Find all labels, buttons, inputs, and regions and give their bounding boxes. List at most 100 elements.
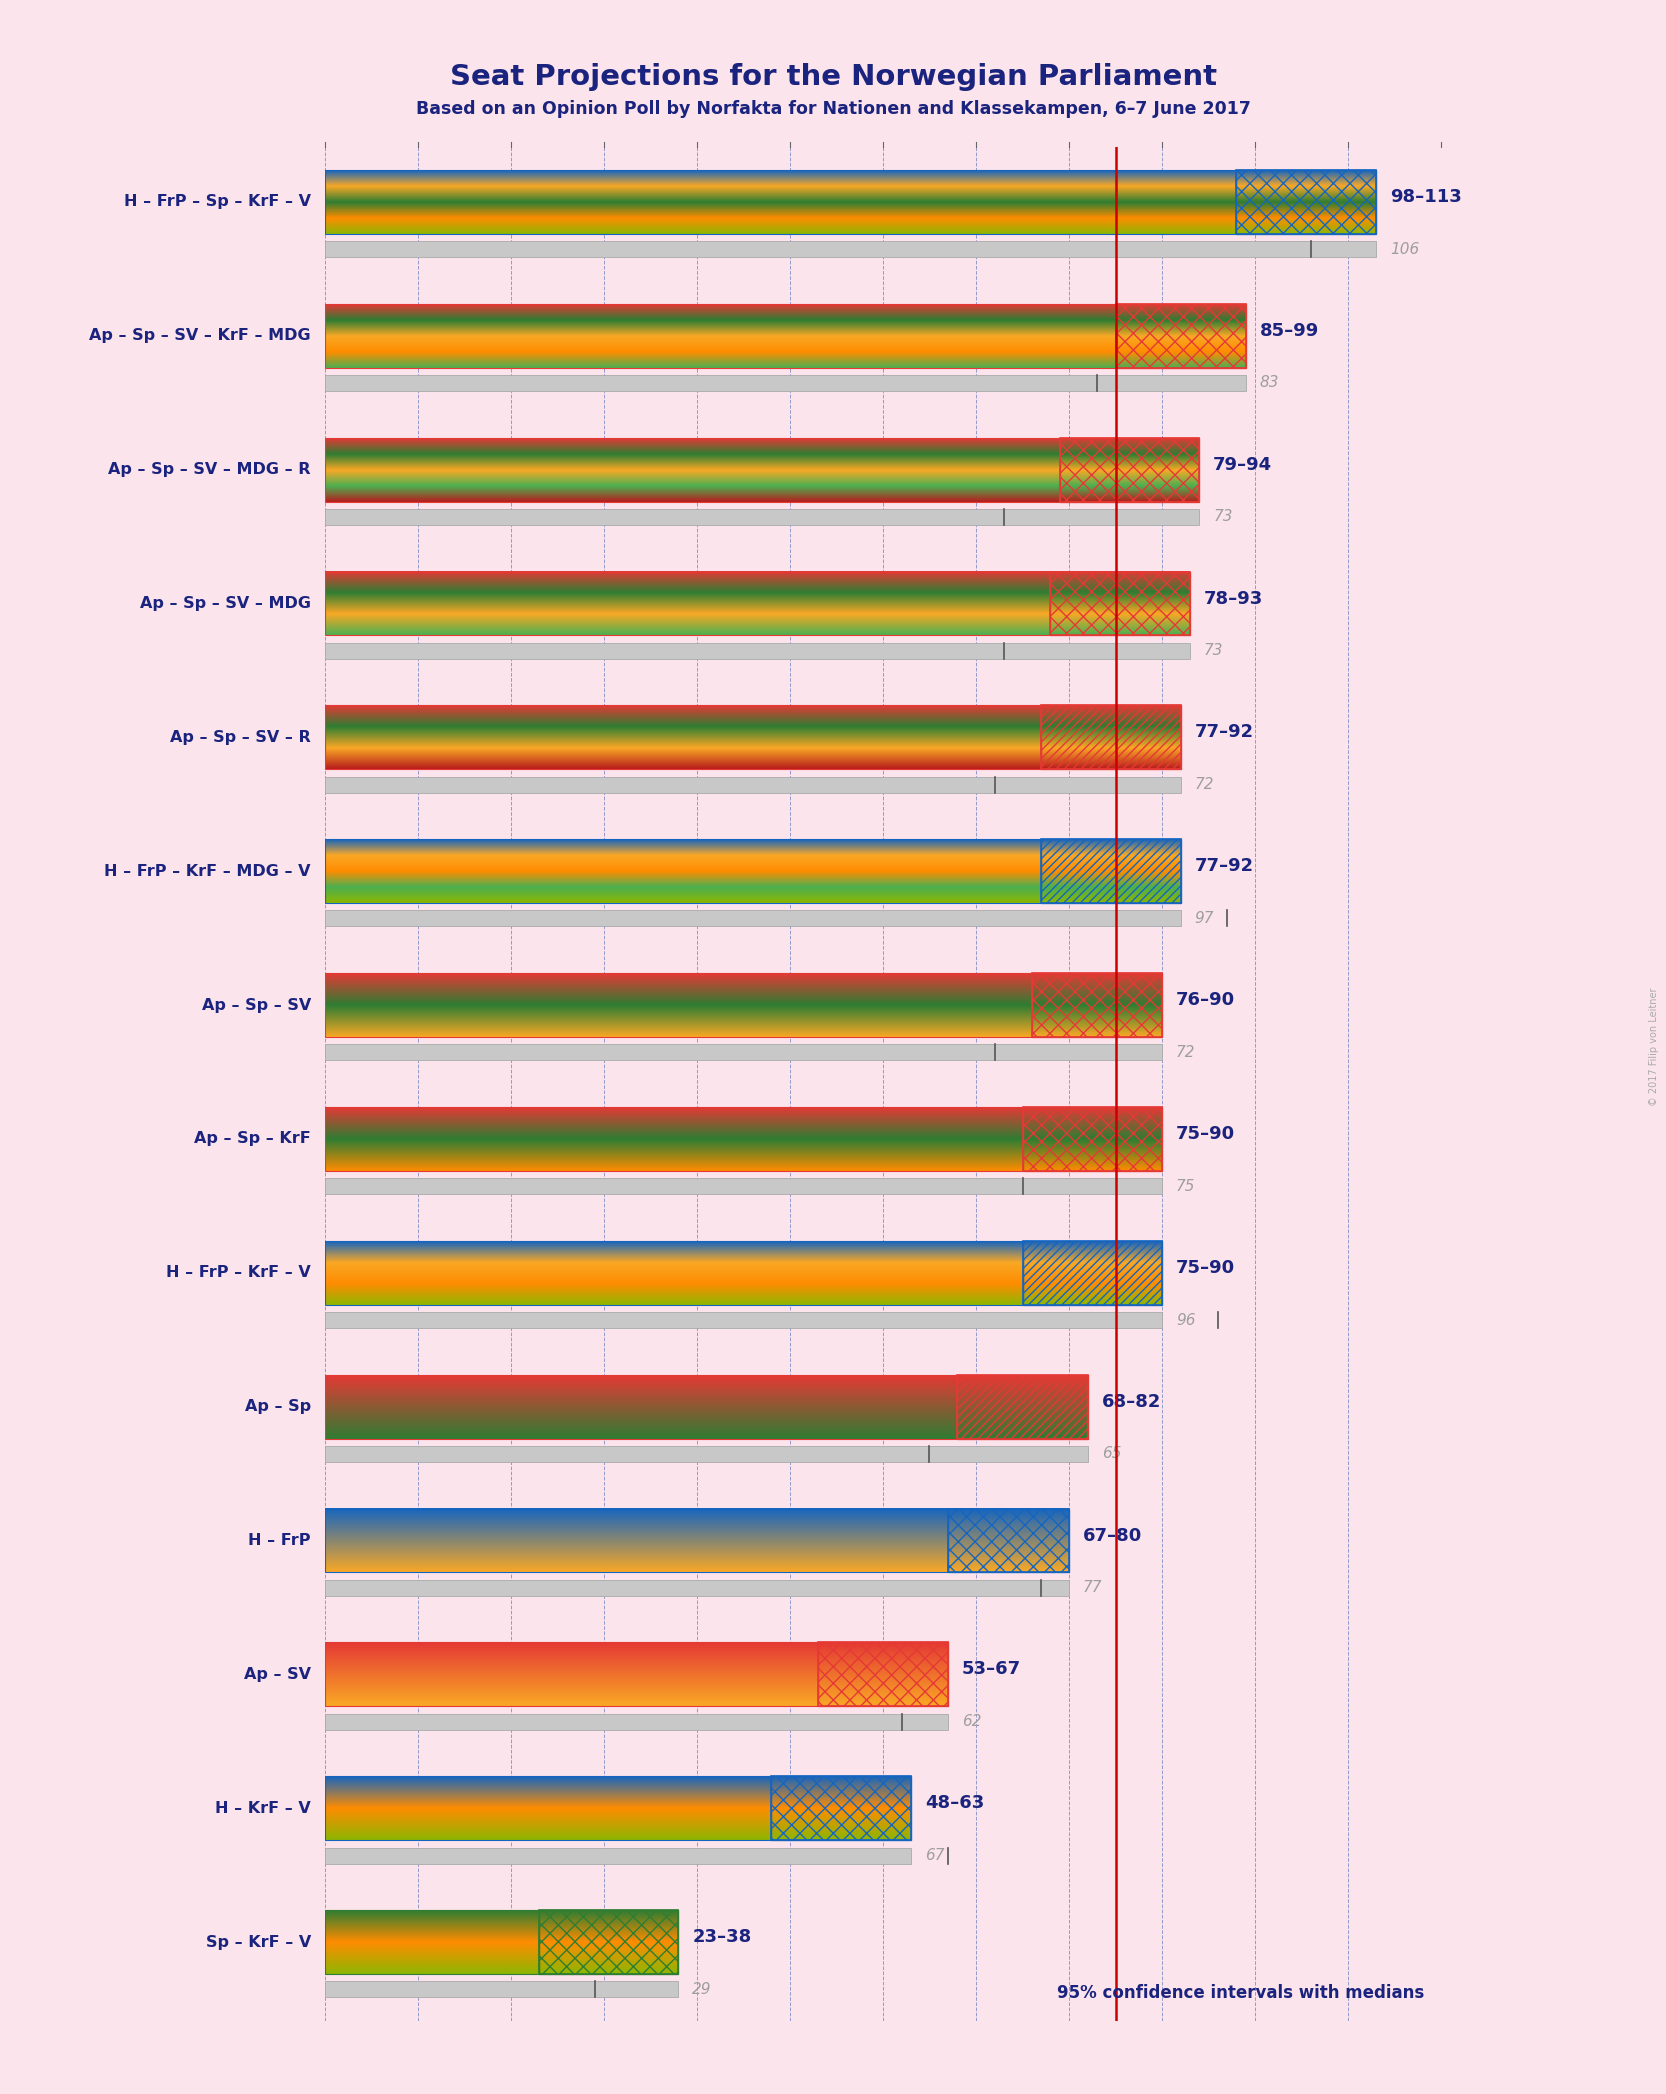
Text: 67: 67	[925, 1849, 945, 1864]
Bar	[325, 1242, 1023, 1305]
Text: Ap – Sp – SV – KrF – MDG: Ap – Sp – SV – KrF – MDG	[90, 329, 312, 343]
Bar	[325, 643, 1190, 660]
Bar	[818, 1642, 948, 1707]
Text: Sp – KrF – V: Sp – KrF – V	[205, 1935, 312, 1950]
Bar	[538, 1910, 678, 1975]
Text: Ap – Sp – SV – MDG: Ap – Sp – SV – MDG	[140, 597, 312, 611]
Text: Ap – Sp – SV – MDG – R: Ap – Sp – SV – MDG – R	[108, 463, 312, 477]
Text: H – FrP – KrF – MDG – V: H – FrP – KrF – MDG – V	[105, 863, 312, 879]
Bar	[1236, 170, 1376, 235]
Bar	[1041, 706, 1181, 768]
Bar	[1116, 304, 1246, 369]
Text: © 2017 Filip von Leitner: © 2017 Filip von Leitner	[1649, 988, 1659, 1106]
Bar	[1050, 572, 1190, 634]
Bar	[1023, 1242, 1161, 1305]
Text: H – FrP – KrF – V: H – FrP – KrF – V	[167, 1265, 312, 1279]
Bar	[325, 1508, 948, 1573]
Bar	[325, 438, 1060, 500]
Text: 68–82: 68–82	[1101, 1393, 1161, 1411]
Text: 106: 106	[1389, 241, 1419, 258]
Text: 78–93: 78–93	[1205, 591, 1263, 607]
Bar	[1031, 974, 1161, 1037]
Bar	[1023, 1108, 1161, 1171]
Bar	[325, 1981, 678, 1998]
Text: 79–94: 79–94	[1213, 456, 1273, 473]
Bar	[325, 777, 1181, 792]
Text: 77: 77	[1083, 1581, 1103, 1596]
Text: 62: 62	[961, 1715, 981, 1730]
Text: 48–63: 48–63	[925, 1795, 985, 1811]
Bar	[325, 509, 1200, 526]
Text: 76–90: 76–90	[1176, 990, 1235, 1009]
Bar	[771, 1776, 911, 1841]
Text: 95% confidence intervals with medians: 95% confidence intervals with medians	[1058, 1985, 1424, 2002]
Bar	[1031, 974, 1161, 1037]
Bar	[325, 1376, 958, 1439]
Text: Ap – Sp: Ap – Sp	[245, 1399, 312, 1413]
Bar	[771, 1776, 911, 1841]
Text: H – KrF – V: H – KrF – V	[215, 1801, 312, 1815]
Text: 65: 65	[1101, 1447, 1121, 1462]
Bar	[325, 974, 1031, 1037]
Bar	[1060, 438, 1200, 500]
Bar	[325, 1045, 1161, 1060]
Text: 73: 73	[1213, 509, 1233, 524]
Text: Ap – Sp – KrF: Ap – Sp – KrF	[195, 1131, 312, 1145]
Bar	[325, 840, 1041, 903]
Bar	[325, 1447, 1088, 1462]
Text: 67–80: 67–80	[1083, 1527, 1143, 1545]
Text: 97: 97	[1195, 911, 1215, 926]
Bar	[325, 572, 1050, 634]
Text: Seat Projections for the Norwegian Parliament: Seat Projections for the Norwegian Parli…	[450, 63, 1216, 92]
Text: H – FrP: H – FrP	[248, 1533, 312, 1547]
Bar	[325, 911, 1181, 926]
Bar	[948, 1508, 1070, 1573]
Bar	[325, 1847, 911, 1864]
Bar	[958, 1376, 1088, 1439]
Bar	[818, 1642, 948, 1707]
Bar	[1041, 840, 1181, 903]
Text: 85–99: 85–99	[1259, 322, 1319, 339]
Bar	[325, 241, 1376, 258]
Bar	[325, 1579, 1070, 1596]
Bar	[325, 706, 1041, 768]
Bar	[325, 304, 1116, 369]
Text: 83: 83	[1259, 375, 1279, 389]
Bar	[325, 1179, 1161, 1194]
Text: 77–92: 77–92	[1195, 722, 1254, 741]
Bar	[325, 1910, 538, 1975]
Bar	[325, 1713, 948, 1730]
Text: 29: 29	[693, 1981, 711, 1998]
Text: Ap – Sp – SV: Ap – Sp – SV	[202, 997, 312, 1013]
Bar	[1060, 438, 1200, 500]
Bar	[1041, 706, 1181, 768]
Text: H – FrP – Sp – KrF – V: H – FrP – Sp – KrF – V	[123, 195, 312, 209]
Text: 75–90: 75–90	[1176, 1124, 1235, 1143]
Text: 53–67: 53–67	[961, 1661, 1021, 1679]
Bar	[1050, 572, 1190, 634]
Bar	[1023, 1108, 1161, 1171]
Text: 77–92: 77–92	[1195, 856, 1254, 875]
Text: Based on an Opinion Poll by Norfakta for Nationen and Klassekampen, 6–7 June 201: Based on an Opinion Poll by Norfakta for…	[415, 101, 1251, 117]
Text: 73: 73	[1205, 643, 1223, 658]
Bar	[948, 1508, 1070, 1573]
Bar	[325, 1313, 1161, 1328]
Text: 23–38: 23–38	[693, 1929, 751, 1945]
Bar	[1236, 170, 1376, 235]
Bar	[1116, 304, 1246, 369]
Text: 96: 96	[1176, 1313, 1196, 1328]
Text: Ap – Sp – SV – R: Ap – Sp – SV – R	[170, 731, 312, 745]
Text: 75–90: 75–90	[1176, 1258, 1235, 1277]
Bar	[325, 1776, 771, 1841]
Text: Ap – SV: Ap – SV	[243, 1667, 312, 1681]
Text: 75: 75	[1176, 1179, 1196, 1194]
Bar	[1023, 1242, 1161, 1305]
Bar	[325, 375, 1246, 392]
Text: 72: 72	[1176, 1045, 1196, 1060]
Bar	[325, 1108, 1023, 1171]
Bar	[538, 1910, 678, 1975]
Bar	[325, 170, 1236, 235]
Bar	[325, 1642, 818, 1707]
Bar	[958, 1376, 1088, 1439]
Bar	[1041, 840, 1181, 903]
